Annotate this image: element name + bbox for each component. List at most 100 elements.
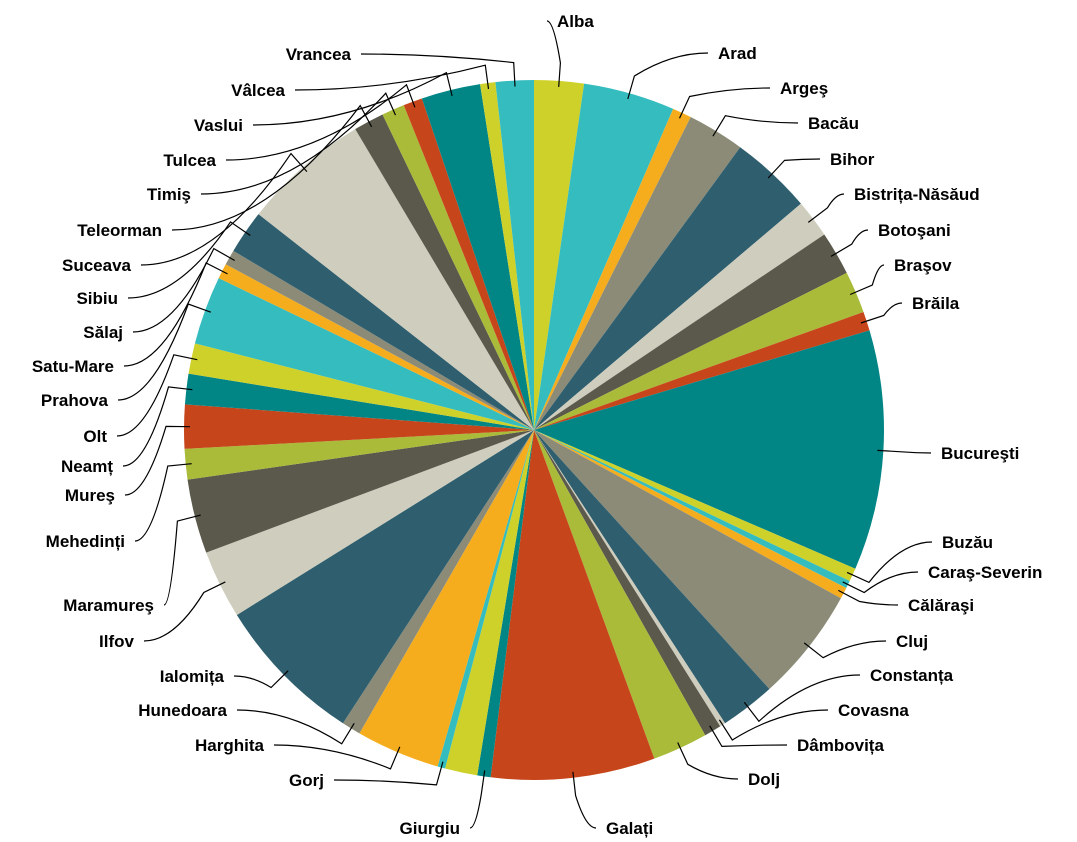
slice-label-alba: Alba xyxy=(557,12,594,31)
pie-slice-prahova-31 xyxy=(194,278,534,430)
leader-line-maramures xyxy=(163,514,201,606)
slice-label-galati: Galați xyxy=(606,819,653,838)
slice-label-ialomita: Ialomița xyxy=(160,667,225,686)
pie-slice-giurgiu-19 xyxy=(477,430,534,778)
leader-line-valcea xyxy=(294,64,490,91)
slice-label-satu-mare: Satu-Mare xyxy=(32,357,114,376)
pie-slice-giurgiu-20 xyxy=(445,430,534,776)
pie-slice-bacau-3 xyxy=(534,117,741,430)
slice-label-hunedoara: Hunedoara xyxy=(138,701,227,720)
leader-line-caras-severin xyxy=(842,571,919,594)
slice-label-mures: Mureş xyxy=(65,486,115,505)
leader-line-galati xyxy=(572,771,597,829)
leader-line-vrancea xyxy=(360,53,516,87)
leader-line-bacau xyxy=(712,115,799,137)
slice-label-teleorman: Teleorman xyxy=(77,221,162,240)
slice-label-dambovita: Dâmbovița xyxy=(797,736,884,755)
leader-line-dolj xyxy=(677,742,739,780)
leader-line-cluj xyxy=(803,640,887,659)
pie-slice-hunedoara-23 xyxy=(342,430,534,734)
pie-slice-arad-1 xyxy=(534,83,674,431)
slice-label-bacau: Bacău xyxy=(808,114,859,133)
pie-slice-tulcea-38 xyxy=(403,98,534,430)
pie-slice-calarasi-12 xyxy=(534,430,847,599)
leader-line-braila xyxy=(860,302,903,324)
pie-slice-gorj-21 xyxy=(437,430,534,769)
slice-label-vrancea: Vrancea xyxy=(286,45,352,64)
leader-line-dambovita xyxy=(709,725,788,748)
slice-label-brasov: Braşov xyxy=(894,256,952,275)
leader-line-tulcea xyxy=(225,83,416,161)
slice-label-buzau: Buzău xyxy=(942,533,993,552)
slice-label-mehedinti: Mehedinți xyxy=(46,532,125,551)
slice-label-harghita: Harghita xyxy=(195,736,265,755)
leader-line-giurgiu xyxy=(469,770,486,829)
slice-label-dolj: Dolj xyxy=(748,770,780,789)
pie-slice-bistrita-nasaud-5 xyxy=(534,203,825,430)
pie-slice-teleorman-36 xyxy=(355,114,534,430)
pie-slice-satu-mare-32 xyxy=(218,264,534,430)
leader-line-bucuresti xyxy=(877,449,932,454)
pie-slice-alba-0 xyxy=(534,80,585,430)
leader-line-sibiu xyxy=(127,221,251,299)
leader-line-brasov xyxy=(849,264,885,296)
pie-slice-buzau-10 xyxy=(534,430,856,582)
slice-label-bucuresti: Bucureşti xyxy=(941,444,1019,463)
leader-line-mures xyxy=(124,425,191,496)
leader-line-teleorman xyxy=(171,104,373,231)
pie-slice-suceava-35 xyxy=(258,129,534,430)
pie-slice-vaslui-39 xyxy=(421,84,534,431)
leader-line-alba xyxy=(546,20,562,87)
pie-slice-cluj-13 xyxy=(534,430,841,689)
leader-line-ialomita xyxy=(233,670,289,689)
slice-label-timis: Timiş xyxy=(147,185,191,204)
pie-slice-mehedinti-27 xyxy=(184,430,534,480)
leader-line-harghita xyxy=(273,744,401,770)
slice-label-giurgiu: Giurgiu xyxy=(400,819,460,838)
pie-slice-neamt-29 xyxy=(184,373,534,430)
slice-label-braila: Brăila xyxy=(912,294,960,313)
leader-line-buzau xyxy=(846,541,933,584)
pie-slice-braila-8 xyxy=(534,311,870,430)
slice-label-maramures: Maramureş xyxy=(63,596,154,615)
slice-label-tulcea: Tulcea xyxy=(163,151,216,170)
leader-line-calarasi xyxy=(838,589,899,606)
pie-slice-covasna-15 xyxy=(534,430,726,727)
leader-line-bihor xyxy=(767,158,821,179)
leader-line-salaj xyxy=(132,247,235,333)
leader-line-timis xyxy=(200,92,397,195)
leader-line-satu-mare xyxy=(123,262,228,367)
leader-line-olt xyxy=(116,354,198,437)
slice-label-salaj: Sălaj xyxy=(83,323,123,342)
slice-label-constanta: Constanța xyxy=(870,666,954,685)
leader-line-gorj xyxy=(333,761,444,786)
slice-label-vaslui: Vaslui xyxy=(194,116,243,135)
pie-slice-sibiu-34 xyxy=(233,214,534,430)
leader-line-ilfov xyxy=(143,581,226,642)
pie-slice-botosani-6 xyxy=(534,234,847,430)
slice-label-cluj: Cluj xyxy=(896,632,928,651)
slice-label-botosani: Botoşani xyxy=(878,221,951,240)
slice-label-bihor: Bihor xyxy=(830,150,875,169)
pie-slice-olt-30 xyxy=(188,343,534,430)
leader-line-arad xyxy=(627,52,709,100)
pie-slice-timis-37 xyxy=(382,105,534,430)
pie-slice-bucuresti-9 xyxy=(534,330,884,569)
pie-slice-arges-2 xyxy=(534,108,691,431)
pie-slice-dolj-17 xyxy=(534,430,706,759)
pie-slice-ilfov-25 xyxy=(206,430,535,615)
leader-line-mehedinti xyxy=(134,463,192,542)
pie-slice-ialomita-24 xyxy=(236,430,535,724)
leader-line-suceava xyxy=(140,152,308,266)
pie-slice-harghita-22 xyxy=(359,430,534,767)
pie-slice-mures-28 xyxy=(184,404,534,449)
slice-label-gorj: Gorj xyxy=(289,771,324,790)
slice-label-arad: Arad xyxy=(718,44,757,63)
slice-label-arges: Argeş xyxy=(780,79,828,98)
pie-slice-bihor-4 xyxy=(534,147,801,430)
slice-label-covasna: Covasna xyxy=(838,701,909,720)
slice-label-bistrita-nasaud: Bistrița-Năsăud xyxy=(854,185,980,204)
slice-label-suceava: Suceava xyxy=(62,256,132,275)
leader-line-covasna xyxy=(718,709,829,741)
pie-slice-galati-18 xyxy=(490,430,655,781)
